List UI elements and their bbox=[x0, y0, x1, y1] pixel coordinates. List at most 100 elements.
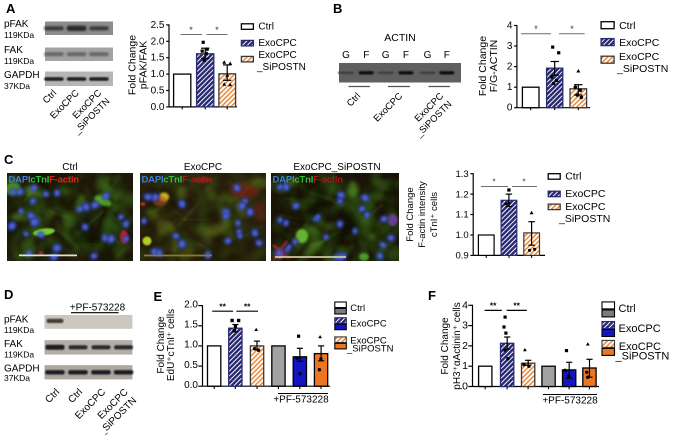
svg-text:119KDa: 119KDa bbox=[4, 350, 34, 360]
svg-text:0: 0 bbox=[507, 103, 513, 114]
svg-text:ExoCPC: ExoCPC bbox=[258, 38, 296, 49]
svg-text:DAPIcTnIF-actin: DAPIcTnIF-actin bbox=[273, 175, 344, 186]
svg-text:0.5: 0.5 bbox=[184, 360, 198, 371]
svg-text:Fold Change: Fold Change bbox=[477, 36, 489, 96]
svg-text:GAPDH: GAPDH bbox=[4, 70, 40, 81]
svg-text:ACTIN: ACTIN bbox=[384, 32, 416, 44]
svg-text:GAPDH: GAPDH bbox=[4, 364, 40, 375]
svg-text:D: D bbox=[4, 287, 13, 302]
svg-text:119KDa: 119KDa bbox=[4, 30, 34, 40]
svg-text:DAPIcTnIF-actin: DAPIcTnIF-actin bbox=[142, 175, 213, 186]
svg-text:0.0: 0.0 bbox=[184, 380, 198, 391]
svg-text:2.5: 2.5 bbox=[151, 20, 165, 31]
svg-text:37KDa: 37KDa bbox=[4, 81, 30, 91]
svg-text:ExoCPC: ExoCPC bbox=[350, 319, 387, 330]
svg-text:4: 4 bbox=[507, 21, 513, 32]
svg-text:Fold Change: Fold Change bbox=[440, 317, 451, 375]
svg-text:**: ** bbox=[490, 301, 497, 311]
svg-text:1.2: 1.2 bbox=[455, 189, 468, 200]
svg-text:3: 3 bbox=[507, 41, 513, 52]
svg-text:ExoCPC: ExoCPC bbox=[565, 188, 606, 200]
svg-text:G: G bbox=[424, 50, 432, 61]
svg-text:FAK: FAK bbox=[4, 339, 23, 350]
svg-text:1.0: 1.0 bbox=[455, 230, 468, 241]
svg-text:F-actin intensity: F-actin intensity bbox=[417, 181, 428, 248]
svg-text:119KDa: 119KDa bbox=[4, 325, 34, 335]
svg-text:ExoCPC: ExoCPC bbox=[184, 162, 222, 173]
svg-text:2.0: 2.0 bbox=[151, 36, 165, 47]
svg-text:+PF-573228: +PF-573228 bbox=[70, 303, 126, 314]
svg-text:B: B bbox=[333, 1, 342, 16]
svg-text:F: F bbox=[444, 50, 450, 61]
svg-text:pFAK/FAK: pFAK/FAK bbox=[138, 41, 150, 89]
svg-text:*: * bbox=[570, 24, 574, 35]
svg-text:ExoCPC: ExoCPC bbox=[350, 335, 387, 346]
svg-text:E: E bbox=[154, 289, 163, 304]
svg-text:Ctrl: Ctrl bbox=[258, 22, 274, 33]
svg-text:**: ** bbox=[513, 301, 520, 311]
svg-text:0.9: 0.9 bbox=[455, 251, 468, 262]
svg-text:DAPIcTnIF-actin: DAPIcTnIF-actin bbox=[9, 175, 80, 186]
svg-text:_SiPOSTN: _SiPOSTN bbox=[256, 62, 306, 73]
svg-text:**: ** bbox=[219, 301, 226, 311]
svg-text:119KDa: 119KDa bbox=[4, 56, 34, 66]
svg-text:0.5: 0.5 bbox=[151, 86, 165, 97]
svg-text:**: ** bbox=[244, 301, 251, 311]
svg-text:Fold Change: Fold Change bbox=[156, 316, 167, 374]
svg-text:0.0: 0.0 bbox=[151, 102, 165, 113]
svg-text:1: 1 bbox=[507, 82, 513, 93]
svg-text:_SiPOSTN: _SiPOSTN bbox=[346, 344, 394, 355]
svg-text:2: 2 bbox=[462, 340, 468, 352]
svg-text:1.1: 1.1 bbox=[455, 210, 468, 221]
svg-text:1.0: 1.0 bbox=[151, 69, 165, 80]
svg-text:*: * bbox=[215, 25, 219, 36]
svg-text:pH3⁺αActinin⁺ cells: pH3⁺αActinin⁺ cells bbox=[452, 302, 463, 389]
svg-text:1.0: 1.0 bbox=[184, 340, 198, 351]
svg-text:4: 4 bbox=[462, 299, 468, 311]
svg-text:2: 2 bbox=[507, 62, 513, 73]
svg-text:1.3: 1.3 bbox=[455, 169, 468, 180]
svg-text:Ctrl: Ctrl bbox=[565, 171, 581, 183]
svg-text:C: C bbox=[4, 152, 14, 167]
svg-text:*: * bbox=[522, 177, 526, 187]
svg-text:ExoCPC: ExoCPC bbox=[619, 323, 661, 335]
svg-text:37KDa: 37KDa bbox=[4, 373, 30, 383]
svg-text:Ctrl: Ctrl bbox=[350, 303, 365, 314]
svg-text:G: G bbox=[342, 50, 350, 61]
svg-text:ExoCPC: ExoCPC bbox=[619, 341, 661, 353]
svg-text:3: 3 bbox=[462, 320, 468, 332]
svg-text:pFAK: pFAK bbox=[4, 315, 29, 326]
svg-text:*: * bbox=[492, 177, 496, 187]
svg-text:ExoCPC_SiPOSTN: ExoCPC_SiPOSTN bbox=[293, 162, 380, 173]
svg-text:Ctrl: Ctrl bbox=[62, 162, 78, 173]
svg-text:Fold Change: Fold Change bbox=[405, 187, 416, 241]
svg-text:*: * bbox=[534, 24, 538, 35]
svg-text:cTnI⁺ cells: cTnI⁺ cells bbox=[429, 192, 440, 237]
svg-text:ExoCPC: ExoCPC bbox=[565, 201, 606, 213]
svg-text:pFAK: pFAK bbox=[4, 19, 29, 30]
svg-text:+PF-573228: +PF-573228 bbox=[273, 395, 329, 406]
svg-text:_SiPOSTN: _SiPOSTN bbox=[616, 63, 668, 75]
svg-text:0: 0 bbox=[462, 381, 468, 393]
svg-text:ExoCPC: ExoCPC bbox=[619, 51, 660, 63]
svg-text:Fold Change: Fold Change bbox=[127, 35, 139, 95]
svg-text:1: 1 bbox=[462, 360, 468, 372]
svg-text:FAK: FAK bbox=[4, 45, 23, 56]
svg-text:F: F bbox=[428, 288, 436, 303]
svg-text:+PF-573228: +PF-573228 bbox=[542, 396, 598, 407]
svg-text:2.0: 2.0 bbox=[184, 299, 198, 310]
svg-text:Ctrl: Ctrl bbox=[619, 20, 635, 32]
svg-text:*: * bbox=[189, 25, 193, 36]
svg-text:G: G bbox=[382, 50, 390, 61]
svg-text:F: F bbox=[363, 50, 369, 61]
svg-text:ExoCPC: ExoCPC bbox=[258, 50, 296, 61]
svg-text:_SiPOSTN: _SiPOSTN bbox=[615, 350, 670, 362]
svg-text:ExoCPC: ExoCPC bbox=[619, 37, 660, 49]
svg-text:1.5: 1.5 bbox=[184, 320, 198, 331]
svg-text:F: F bbox=[403, 50, 409, 61]
svg-text:F/G-ACTIN: F/G-ACTIN bbox=[488, 40, 500, 93]
svg-text:_SiPOSTN: _SiPOSTN bbox=[558, 213, 610, 225]
svg-text:Ctrl: Ctrl bbox=[619, 303, 636, 315]
svg-text:1.5: 1.5 bbox=[151, 53, 165, 64]
svg-text:EdU⁺cTnI⁺ cells: EdU⁺cTnI⁺ cells bbox=[166, 309, 177, 381]
